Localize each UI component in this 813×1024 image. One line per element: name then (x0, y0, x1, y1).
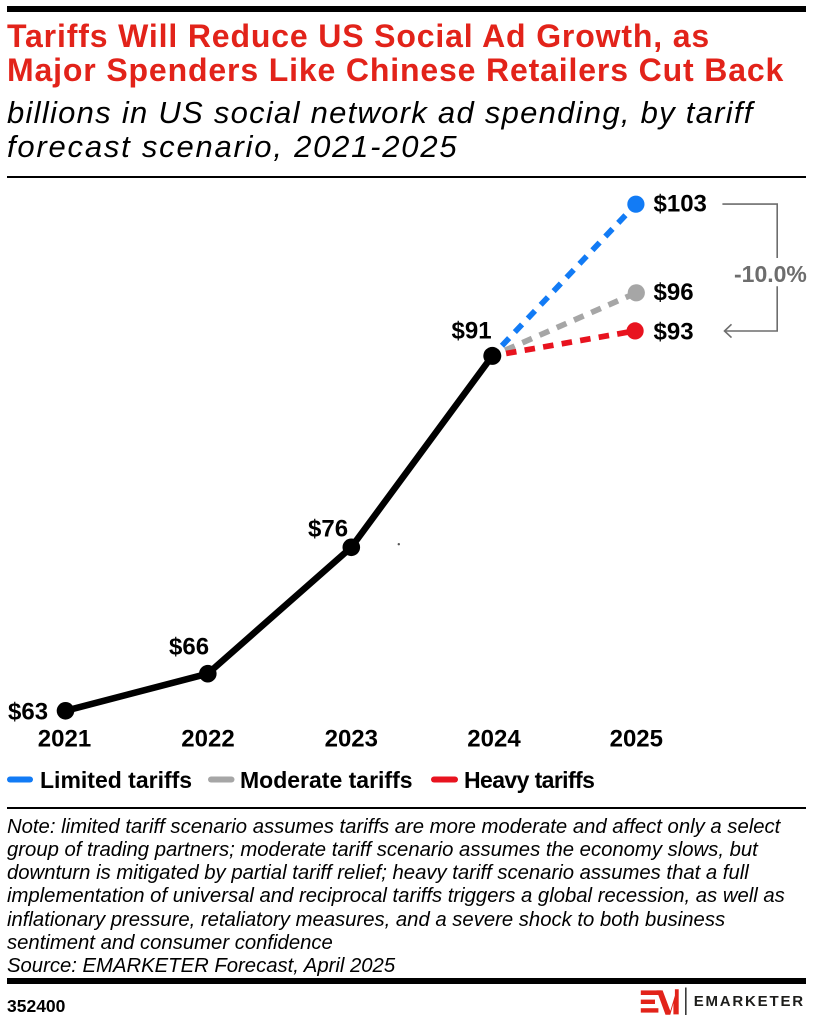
svg-text:-10.0%: -10.0% (734, 261, 807, 287)
svg-text:EMARKETER: EMARKETER (694, 993, 805, 1010)
svg-text:Moderate tariffs: Moderate tariffs (240, 767, 413, 793)
svg-text:$93: $93 (654, 319, 694, 346)
svg-text:$66: $66 (169, 634, 209, 661)
svg-text:$96: $96 (654, 279, 694, 306)
svg-text:2023: 2023 (325, 725, 378, 752)
svg-text:2024: 2024 (467, 725, 521, 752)
svg-text:$76: $76 (308, 516, 348, 543)
svg-text:Heavy tariffs: Heavy tariffs (464, 767, 594, 793)
svg-text:$91: $91 (452, 318, 492, 345)
svg-text:2025: 2025 (610, 725, 663, 752)
svg-text:2021: 2021 (38, 725, 91, 752)
svg-text:Limited tariffs: Limited tariffs (40, 767, 192, 793)
svg-text:$63: $63 (8, 699, 48, 726)
svg-text:$103: $103 (654, 191, 707, 218)
svg-text:2022: 2022 (181, 725, 234, 752)
